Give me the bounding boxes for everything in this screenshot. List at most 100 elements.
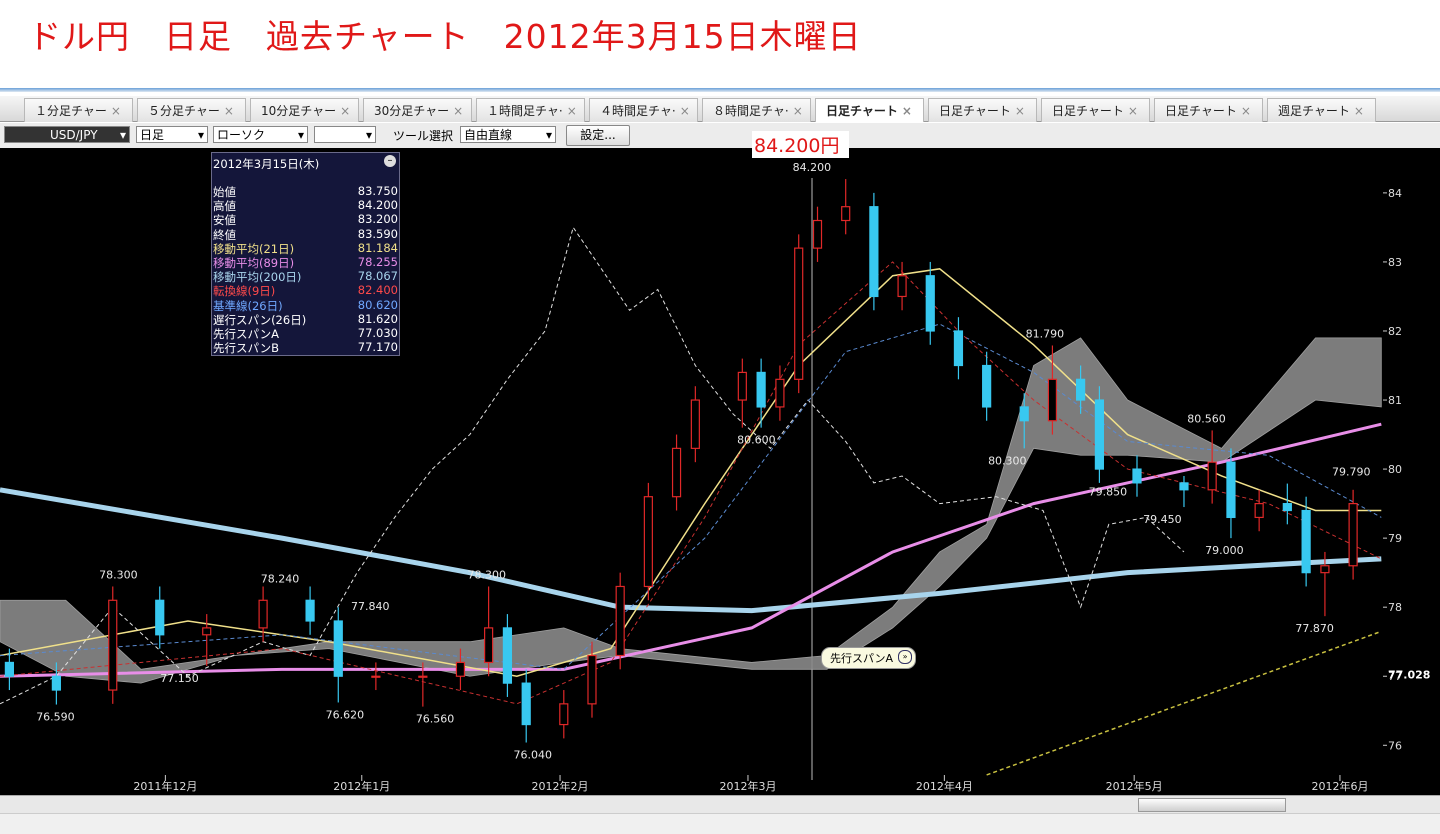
candle-body	[51, 675, 61, 691]
scroll-thumb[interactable]	[1138, 798, 1286, 812]
candle-body	[418, 675, 428, 678]
tab[interactable]: 日足チャート ×	[815, 98, 924, 122]
candle-body	[812, 219, 823, 249]
row-value: 83.200	[357, 212, 398, 227]
x-tick-label: 2012年1月	[333, 779, 390, 793]
candle-body	[1019, 406, 1029, 422]
candle-body	[333, 620, 343, 677]
tab-label: 日足チャート	[826, 104, 898, 118]
panel-row: 先行スパンA 77.030	[212, 326, 399, 341]
page-title: ドル円 日足 過去チャート 2012年3月15日木曜日	[28, 17, 862, 56]
price-annotation: 78.240	[261, 573, 300, 586]
panel-row: 転換線(9日) 82.400	[212, 283, 399, 298]
candle-body	[643, 496, 653, 588]
tab-close[interactable]: ×	[1353, 104, 1364, 118]
y-tick-label: 80	[1388, 463, 1402, 476]
row-value: 81.184	[357, 240, 398, 255]
tab[interactable]: ５分足チャー ×	[137, 98, 246, 122]
candle-body	[615, 585, 625, 657]
tab-close[interactable]: ×	[792, 104, 803, 118]
candle-body	[484, 627, 494, 664]
candle-body	[521, 682, 531, 726]
tool-select[interactable]: 自由直線	[460, 126, 556, 144]
row-label: 先行スパンB	[213, 341, 279, 356]
toolbar: USD/JPY 日足 ローソク ツール選択 自由直線 設定...	[0, 123, 1440, 148]
tab-close[interactable]: ×	[901, 104, 912, 118]
tab[interactable]: 10分足チャー ×	[250, 98, 359, 122]
tab-label: 日足チャート	[939, 104, 1011, 118]
tab[interactable]: 日足チャート ×	[928, 98, 1037, 122]
panel-row: 高値 84.200	[212, 198, 399, 214]
tab[interactable]: 30分足チャー ×	[363, 98, 472, 122]
indicator-line	[0, 226, 1185, 705]
price-annotation: 81.790	[1026, 327, 1065, 340]
panel-row: 先行スパンB 77.170	[212, 340, 399, 356]
row-label: 安値	[213, 213, 236, 228]
style: ローソク	[217, 128, 266, 142]
row-label: 高値	[213, 199, 236, 214]
row-value: 77.030	[357, 326, 398, 340]
tab-close[interactable]: ×	[110, 104, 121, 118]
tab[interactable]: １時間足チャ· ×	[476, 98, 585, 122]
candle-body	[953, 330, 964, 367]
last-price-label: 77.028	[1388, 668, 1430, 681]
tab[interactable]: 週足チャート ×	[1267, 98, 1376, 122]
settings-button[interactable]: 設定...	[566, 125, 630, 146]
row-value: 77.170	[357, 340, 398, 355]
x-tick-label: 2012年4月	[916, 779, 973, 793]
tab[interactable]: ８時間足チャ· ×	[702, 98, 811, 122]
candle-body	[925, 275, 935, 332]
period-select[interactable]: 日足	[136, 126, 208, 144]
tab[interactable]: １分足チャー ×	[24, 98, 133, 122]
tooltip-icon[interactable]: »	[898, 650, 913, 664]
icon-select[interactable]	[314, 126, 376, 144]
status-bar	[0, 813, 1440, 834]
y-tick-label: 78	[1388, 601, 1402, 614]
candle-body	[1320, 565, 1330, 574]
tab-label: ８時間足チャ·	[713, 104, 789, 118]
price-annotation: 76.560	[416, 713, 455, 726]
candle-body	[756, 371, 766, 408]
tab-close[interactable]: ×	[566, 104, 577, 118]
tab-close[interactable]: ×	[679, 104, 690, 118]
candle-body	[737, 371, 747, 401]
tab-close[interactable]: ×	[340, 104, 351, 118]
tab-close[interactable]: ×	[1014, 104, 1025, 118]
candle-body	[108, 599, 118, 691]
candle-body	[1301, 509, 1311, 574]
tab-close[interactable]: ×	[223, 104, 234, 118]
candle-body	[1094, 399, 1105, 470]
price-annotation: 77.840	[351, 600, 390, 613]
candle-body	[1348, 503, 1358, 567]
tab-label: ４時間足チャ·	[600, 104, 676, 118]
price-annotation: 76.590	[36, 711, 75, 724]
price-annotation: 79.450	[1143, 513, 1182, 526]
tab-label: １時間足チャ·	[487, 104, 563, 118]
candle-body	[775, 378, 785, 408]
candle-body	[559, 703, 569, 726]
price-annotation: 80.600	[737, 434, 776, 447]
price-annotation: 77.870	[1295, 622, 1334, 635]
collapse-button[interactable]: –	[384, 155, 396, 167]
tab-label: ５分足チャー	[148, 104, 220, 118]
info-panel: 2012年3月15日(木) – 始値 83.750 高値 84.200 安値 83.200…	[211, 152, 400, 356]
row-value: 78.255	[357, 255, 398, 269]
x-tick-label: 2012年6月	[1311, 779, 1368, 793]
candle-body	[671, 447, 682, 498]
tab-close[interactable]: ×	[1240, 104, 1251, 118]
tab[interactable]: 日足チャート ×	[1041, 98, 1150, 122]
tab-close[interactable]: ×	[453, 104, 464, 118]
tab[interactable]: ４時間足チャ· ×	[589, 98, 698, 122]
tab-close[interactable]: ×	[1127, 104, 1138, 118]
scrollbar[interactable]	[0, 795, 1440, 813]
tab[interactable]: 日足チャート ×	[1154, 98, 1263, 122]
symbol-select[interactable]: USD/JPY	[4, 126, 130, 144]
price-annotation: 84.200	[793, 161, 832, 174]
tab-label: 30分足チャー	[374, 104, 450, 118]
style-select[interactable]: ローソク	[213, 126, 308, 144]
tab-label: 週足チャート	[1278, 104, 1350, 118]
x-tick-label: 2012年5月	[1106, 779, 1163, 793]
tooltip: 先行スパンA »	[821, 647, 917, 669]
row-value: 78.067	[357, 269, 398, 284]
